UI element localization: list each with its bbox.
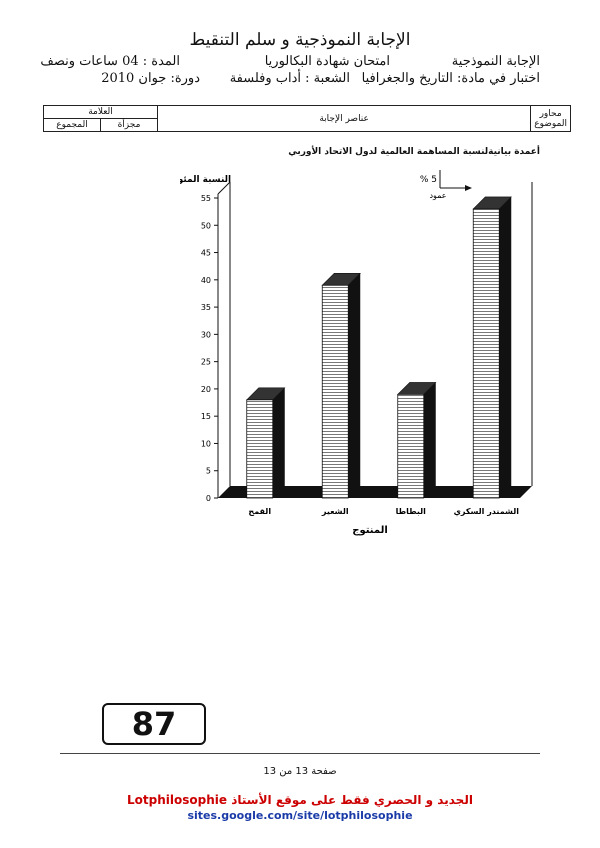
bar-side — [499, 196, 512, 498]
chart-floor — [218, 486, 532, 498]
chart-title: أعمدة بيانيةلنسبة المساهمة العالمية لدول… — [288, 147, 540, 157]
y-tick-label: 5 — [206, 467, 211, 476]
x-tick-label: الشعير — [321, 507, 349, 516]
scale-legend: % 5 عمود — [420, 170, 472, 200]
footer-divider — [60, 753, 540, 754]
bar — [321, 284, 349, 499]
legend-axis: عمود — [429, 191, 446, 200]
answer-label: الإجابة النموذجية — [451, 54, 540, 69]
exam-name: امتحان شهادة البكالوريا — [264, 54, 390, 69]
y-tick-label: 50 — [201, 221, 211, 230]
answer-table-header: العلامة عناصر الإجابة محاور الموضوع المج… — [43, 105, 571, 132]
axes-header: محاور الموضوع — [530, 105, 571, 132]
x-tick-label: الشمندر السكري — [454, 507, 520, 516]
footer-url: sites.google.com/site/lotphilosophie — [187, 809, 413, 822]
legend-scale: % 5 — [420, 175, 437, 185]
exam-subject: اختبار في مادة: التاريخ والجغرافيا — [361, 71, 540, 86]
bar-side — [348, 273, 361, 498]
bar-side — [272, 387, 285, 498]
bar-chart: النسبة المئوية % 5 عمود 0 5 10 15 20 25 30 35 40… — [180, 170, 533, 536]
exam-duration: المدة : 04 ساعات ونصف — [40, 54, 180, 69]
bar — [246, 399, 274, 499]
y-tick-label: 45 — [201, 249, 211, 258]
total-header: المجموع — [43, 118, 101, 132]
page-title: الإجابة النموذجية و سلم التنقيط — [189, 30, 411, 50]
x-tick-label: القمح — [248, 507, 271, 516]
exam-session: دورة: جوان 2010 — [101, 71, 200, 86]
chart-axes: 0 5 10 15 20 25 30 35 40 45 50 55 — [201, 181, 533, 503]
x-axis-label: المنتوج — [352, 525, 388, 536]
bar — [472, 208, 500, 499]
x-tick-labels: القمح الشعير البطاطا الشمندر السكري — [248, 507, 519, 516]
y-tick-label: 10 — [201, 439, 211, 448]
elements-header: عناصر الإجابة — [156, 105, 532, 132]
top-edge — [217, 181, 231, 195]
chart-bars — [246, 196, 512, 499]
y-tick-label: 55 — [201, 194, 211, 203]
mark-header: العلامة — [43, 105, 158, 119]
y-axis-label: النسبة المئوية — [180, 175, 231, 185]
y-tick-label: 25 — [201, 358, 211, 367]
page-number: صفحة 13 من 13 — [263, 766, 337, 777]
y-tick-label: 40 — [201, 276, 211, 285]
partial-header: مجزأة — [100, 118, 158, 132]
footer-promo: الجديد و الحصري فقط على موقع الأستاذ Lot… — [127, 793, 473, 807]
bar-side — [423, 382, 436, 498]
y-tick-label: 35 — [201, 303, 211, 312]
y-tick-label: 20 — [201, 385, 211, 394]
page-stamp: 87 — [102, 703, 206, 745]
y-tick-label: 0 — [206, 494, 211, 503]
bar — [397, 393, 425, 499]
y-tick-label: 30 — [201, 330, 211, 339]
x-tick-label: البطاطا — [396, 507, 427, 516]
y-tick-label: 15 — [201, 412, 211, 421]
exam-branch: الشعبة : أداب وفلسفة — [229, 71, 350, 86]
